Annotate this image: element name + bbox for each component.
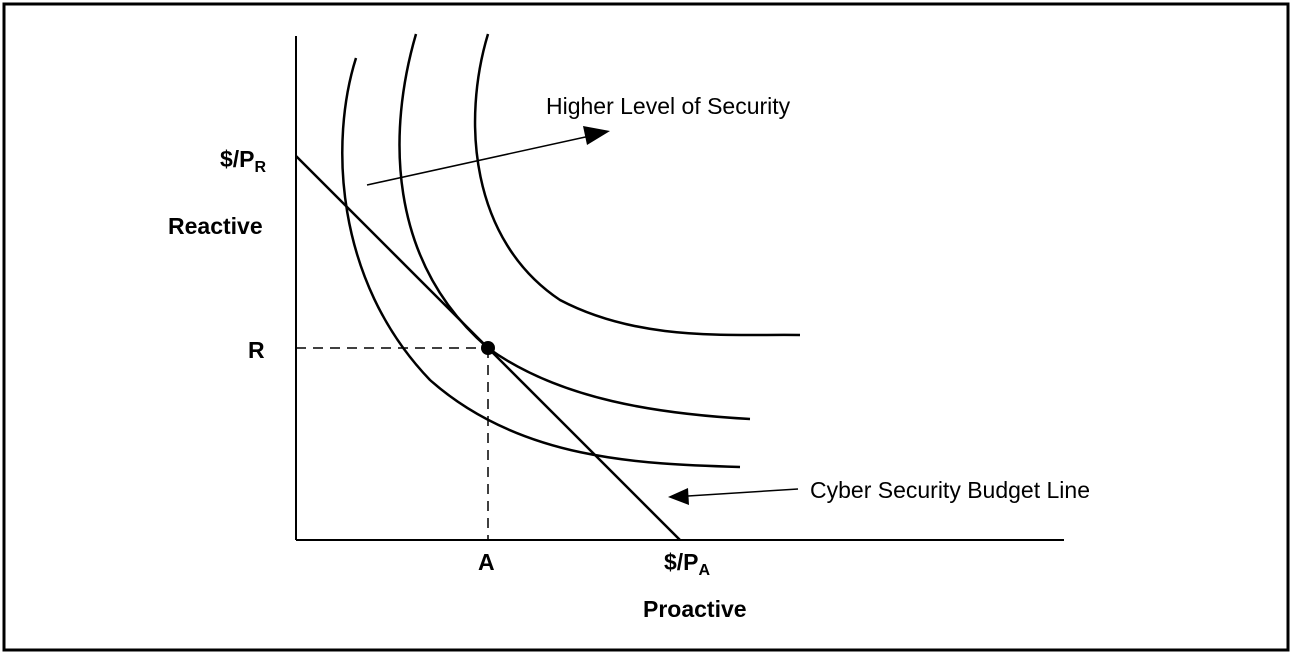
indifference-curve-low	[341, 57, 741, 469]
x-point-label: A	[478, 549, 495, 575]
optimal-point	[481, 341, 495, 355]
security-arrow-shaft	[366, 135, 591, 186]
y-point-label: R	[248, 337, 265, 363]
budget-arrow-shaft	[687, 488, 799, 497]
indifference-curve-high	[473, 33, 801, 337]
x-axis-label: Proactive	[643, 596, 747, 622]
security-annotation: Higher Level of Security	[546, 93, 791, 119]
budget-arrow-head	[668, 488, 689, 505]
y-axis-label: Reactive	[168, 213, 263, 239]
security-arrow-head	[583, 126, 610, 145]
y-intercept-label: $/PR	[220, 146, 267, 176]
x-intercept-label: $/PA	[664, 549, 711, 579]
indifference-curve-tangent	[398, 33, 751, 421]
budget-annotation: Cyber Security Budget Line	[810, 477, 1090, 503]
